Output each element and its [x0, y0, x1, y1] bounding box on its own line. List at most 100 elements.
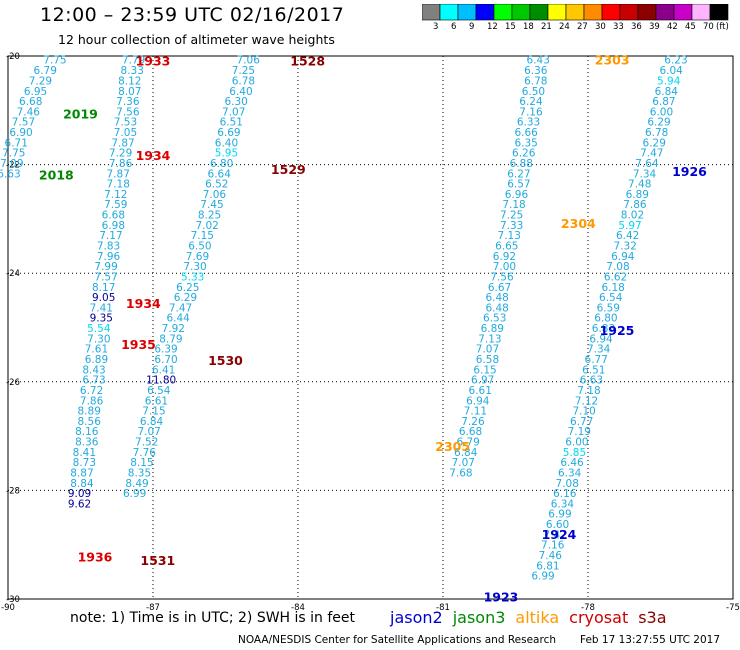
pass-time-label: 1528 — [290, 53, 325, 68]
swh-point: 6.80 — [594, 313, 617, 325]
swh-point: 6.70 — [154, 354, 177, 366]
swh-point: 7.99 — [94, 261, 117, 273]
swh-point: 6.34 — [551, 498, 575, 510]
swh-point: 6.00 — [565, 437, 588, 449]
swh-point: 8.35 — [128, 467, 151, 479]
swh-point: 6.50 — [188, 241, 211, 253]
swh-point: 9.35 — [90, 313, 113, 325]
swh-point: 7.87 — [107, 168, 130, 180]
x-tick-label: -75 — [726, 603, 740, 610]
colorbar — [422, 4, 729, 21]
swh-point: 6.89 — [626, 189, 649, 201]
pass-time-label: 2303 — [595, 52, 630, 67]
chart-subtitle: 12 hour collection of altimeter wave hei… — [58, 32, 335, 47]
pass-time-label: 1926 — [672, 164, 707, 179]
swh-point: 8.41 — [73, 447, 96, 459]
swh-point: 6.98 — [102, 220, 125, 232]
swh-point: 7.10 — [572, 406, 595, 418]
swh-point: 6.66 — [514, 127, 538, 139]
colorbar-unit: (ft) — [716, 22, 729, 32]
swh-point: 7.12 — [104, 189, 127, 201]
satellite-legend: jason2 jason3 altika cryosat s3a — [390, 608, 677, 627]
credit-line: NOAA/NESDIS Center for Satellite Applica… — [238, 634, 556, 646]
swh-point: 6.79 — [34, 65, 57, 77]
swh-point: 6.61 — [469, 385, 492, 397]
plot-frame — [7, 55, 734, 600]
swh-point: 6.24 — [519, 96, 543, 108]
swh-point: 7.96 — [97, 251, 121, 263]
pass-time-label: 2304 — [561, 216, 596, 231]
swh-point: 7.41 — [90, 302, 113, 314]
swh-point: 8.17 — [92, 282, 115, 294]
swh-point: 6.89 — [85, 354, 108, 366]
swh-point: 6.04 — [659, 65, 683, 77]
swh-point: 6.26 — [512, 148, 536, 160]
x-tick-label: -87 — [146, 603, 160, 610]
swh-point: 6.78 — [232, 75, 255, 87]
swh-point: 6.23 — [664, 54, 687, 66]
colorbar-label: 18 — [523, 22, 534, 32]
pass-time-label: 1936 — [78, 550, 113, 565]
swh-point: 7.61 — [85, 344, 108, 356]
swh-point: 7.13 — [478, 333, 501, 345]
swh-point: 6.53 — [483, 313, 506, 325]
swh-point: 8.56 — [78, 416, 102, 428]
swh-point: 7.48 — [628, 179, 651, 191]
swh-point: 6.64 — [208, 168, 232, 180]
colorbar-swatch — [709, 4, 729, 21]
swh-point: 9.62 — [68, 498, 91, 510]
colorbar-labels: 3 6 9 12 15 18 21 24 27 30 33 36 39 42 45 70 (ft) — [422, 22, 732, 36]
swh-point: 8.36 — [75, 437, 99, 449]
swh-point: 6.96 — [505, 189, 529, 201]
swh-point: 8.16 — [75, 426, 99, 438]
legend-item-altika: altika — [515, 608, 560, 627]
swh-point: 7.57 — [94, 271, 117, 283]
swh-point: 7.18 — [502, 199, 525, 211]
y-tick-label: -20 — [6, 52, 20, 62]
swh-point: 6.33 — [517, 117, 540, 129]
swh-point: 6.77 — [585, 354, 608, 366]
swh-point: 7.46 — [539, 550, 563, 562]
swh-point: 9.09 — [68, 488, 91, 500]
swh-point: 5.85 — [563, 447, 586, 459]
swh-point: 7.47 — [543, 529, 566, 541]
pass-time-label: 1529 — [271, 162, 306, 177]
colorbar-label: 39 — [649, 22, 660, 32]
swh-point: 8.79 — [159, 333, 182, 345]
legend-item-jason2: jason2 — [390, 608, 443, 627]
colorbar-label: 15 — [505, 22, 516, 32]
swh-point: 6.36 — [524, 65, 548, 77]
swh-point: 7.57 — [12, 117, 35, 129]
swh-point: 7.30 — [183, 261, 206, 273]
swh-point: 7.92 — [162, 323, 185, 335]
swh-point: 7.59 — [104, 199, 127, 211]
swh-point: 6.29 — [174, 292, 197, 304]
swh-point: 6.52 — [205, 179, 228, 191]
swh-point: 6.41 — [152, 364, 175, 376]
pass-time-label: 1934 — [126, 296, 161, 311]
pass-time-label: 2019 — [63, 107, 98, 122]
swh-point: 6.97 — [471, 375, 494, 387]
swh-point: 7.75 — [43, 54, 66, 66]
swh-point: 7.17 — [99, 230, 122, 242]
swh-point: 7.86 — [623, 199, 647, 211]
swh-point: 7.30 — [87, 333, 110, 345]
swh-point: 6.61 — [145, 395, 168, 407]
swh-point: 6.50 — [522, 86, 545, 98]
swh-point: 6.18 — [601, 282, 624, 294]
swh-point: 6.99 — [531, 571, 554, 583]
swh-point: 7.53 — [114, 117, 137, 129]
swh-point: 7.79 — [122, 54, 145, 66]
swh-point: 7.47 — [169, 302, 192, 314]
swh-point: 7.32 — [614, 241, 637, 253]
swh-point: 7.05 — [114, 127, 137, 139]
swh-point: 7.02 — [195, 220, 218, 232]
swh-point: 7.29 — [29, 75, 52, 87]
swh-point: 6.73 — [82, 375, 105, 387]
swh-point: 6.25 — [176, 282, 199, 294]
swh-point: 6.77 — [570, 416, 593, 428]
swh-point: 6.84 — [140, 416, 164, 428]
swh-point: 6.48 — [485, 292, 508, 304]
swh-point: 7.12 — [575, 395, 598, 407]
swh-point: 7.07 — [222, 106, 245, 118]
